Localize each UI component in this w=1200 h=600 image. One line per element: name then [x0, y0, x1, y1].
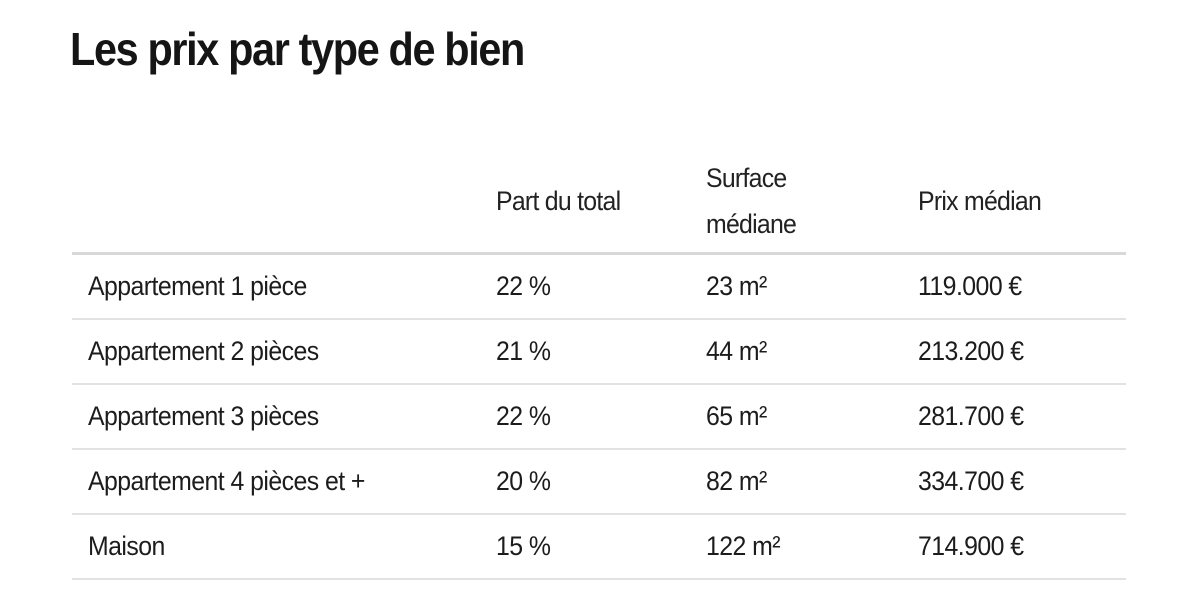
cell-surface: 44 m² [706, 319, 918, 385]
table-body: Appartement 1 pièce 22 % 23 m² 119.000 €… [72, 253, 1126, 580]
cell-share: 22 % [496, 384, 706, 450]
cell-price: 334.700 € [918, 449, 1126, 515]
price-table: Part du total Surface médiane Prix média… [72, 150, 1126, 580]
header-row: Part du total Surface médiane Prix média… [72, 150, 1126, 255]
cell-share: 15 % [496, 514, 706, 580]
header-share: Part du total [496, 150, 706, 255]
cell-price: 281.700 € [918, 384, 1126, 450]
cell-surface: 122 m² [706, 514, 918, 580]
cell-surface: 65 m² [706, 384, 918, 450]
cell-share: 22 % [496, 253, 706, 320]
cell-price: 119.000 € [918, 253, 1126, 320]
table-row: Appartement 3 pièces 22 % 65 m² 281.700 … [72, 384, 1126, 450]
table-row: Appartement 2 pièces 21 % 44 m² 213.200 … [72, 319, 1126, 385]
cell-type: Appartement 2 pièces [72, 319, 496, 385]
page-title: Les prix par type de bien [70, 23, 525, 75]
header-type [72, 150, 496, 255]
cell-surface: 82 m² [706, 449, 918, 515]
header-surface: Surface médiane [706, 150, 918, 255]
cell-type: Maison [72, 514, 496, 580]
table-row: Appartement 4 pièces et + 20 % 82 m² 334… [72, 449, 1126, 515]
cell-price: 213.200 € [918, 319, 1126, 385]
cell-share: 20 % [496, 449, 706, 515]
cell-type: Appartement 3 pièces [72, 384, 496, 450]
cell-type: Appartement 4 pièces et + [72, 449, 496, 515]
cell-type: Appartement 1 pièce [72, 253, 496, 320]
table-row: Appartement 1 pièce 22 % 23 m² 119.000 € [72, 253, 1126, 320]
cell-price: 714.900 € [918, 514, 1126, 580]
cell-share: 21 % [496, 319, 706, 385]
table-row: Maison 15 % 122 m² 714.900 € [72, 514, 1126, 580]
table-header: Part du total Surface médiane Prix média… [72, 150, 1126, 255]
cell-surface: 23 m² [706, 253, 918, 320]
header-price: Prix médian [918, 150, 1126, 255]
